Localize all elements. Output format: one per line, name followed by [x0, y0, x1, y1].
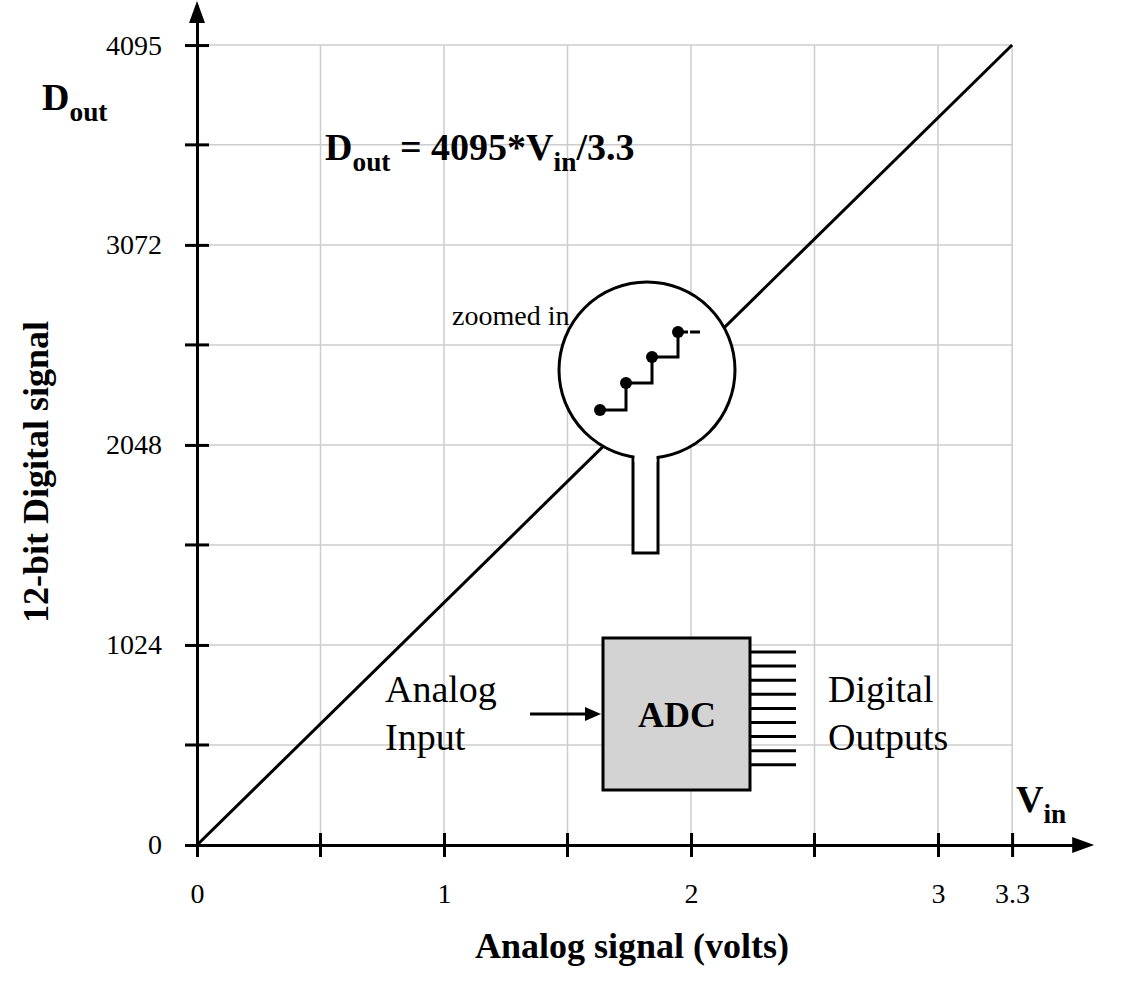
labels: Dout = 4095*Vin/3.3DoutVinAnalog signal …: [16, 76, 1066, 966]
adc-output-pin: [750, 763, 796, 766]
y-tick-label: 1024: [106, 629, 162, 660]
adc-box: [603, 638, 750, 790]
x-axis-line: [198, 844, 1087, 847]
x-tick: 3.3: [995, 833, 1030, 909]
grid-line-y: [197, 44, 1012, 46]
y-tick-mark: [185, 44, 209, 47]
adc-output-pin: [750, 707, 796, 710]
x-tick: 1: [438, 833, 452, 909]
equation-part: in: [554, 147, 577, 177]
annotation: Outputs: [828, 716, 948, 758]
y-tick-mark: [185, 844, 209, 847]
y-tick-mark: [185, 244, 209, 247]
annotation: Analog: [385, 668, 497, 710]
x-tick: 2: [685, 833, 699, 909]
grid-line-y: [197, 244, 1012, 246]
y-symbol-part: D: [42, 76, 69, 118]
x-tick-mark: [690, 833, 693, 857]
y-tick-label: 3072: [106, 229, 162, 260]
x-tick-mark: [1011, 833, 1014, 857]
x-minor-tick: [319, 833, 322, 857]
annotation: ADC: [638, 695, 716, 735]
y-minor-tick: [185, 543, 209, 546]
x-tick-mark: [443, 833, 446, 857]
staircase-dot: [672, 326, 684, 338]
chart: zoomed inADCAnalogInputDigitalOutputs012…: [0, 0, 1133, 992]
y-axis-title: 12-bit Digital signal: [16, 321, 56, 623]
x-tick-label: 3: [932, 878, 946, 909]
x-tick: 3: [932, 833, 946, 909]
x-symbol-part: in: [1043, 799, 1066, 829]
input-arrow-shaft: [530, 713, 588, 716]
staircase-dot: [594, 404, 606, 416]
adc-block: ADC Analog Input Digital Outputs: [385, 638, 948, 790]
input-arrow-head: [585, 707, 601, 721]
y-symbol: Dout: [42, 76, 107, 127]
adc-output-pin: [750, 693, 796, 696]
equation-part: D: [325, 126, 352, 168]
x-minor-tick: [813, 833, 816, 857]
magnifier: zoomed in: [452, 282, 735, 553]
adc-output-pin: [750, 679, 796, 682]
x-axis: 0 1 2 3 3.3: [191, 833, 1087, 909]
transfer-line: [197, 45, 1012, 845]
x-axis-title: Analog signal (volts): [475, 926, 789, 966]
y-tick-label: 0: [148, 829, 162, 860]
staircase-dash: [690, 331, 700, 334]
y-tick-label: 4095: [106, 30, 162, 61]
y-symbol-part: out: [69, 97, 107, 127]
equation-part: /3.3: [575, 126, 634, 168]
x-symbol-part: V: [1016, 778, 1044, 820]
y-tick: 0: [148, 829, 209, 860]
x-tick-mark: [937, 833, 940, 857]
adc-output-pin: [750, 651, 796, 654]
y-tick-label: 2048: [106, 429, 162, 460]
equation: Dout = 4095*Vin/3.3: [325, 126, 634, 177]
grid: [197, 45, 1012, 845]
minor-ticks: [185, 145, 815, 857]
y-minor-tick: [185, 143, 209, 146]
x-axis-arrow: [1072, 837, 1094, 853]
y-minor-tick: [185, 343, 209, 346]
x-tick-label: 1: [438, 878, 452, 909]
y-axis-arrow: [189, 1, 205, 23]
y-axis-line: [196, 6, 199, 846]
x-symbol: Vin: [1016, 778, 1066, 829]
x-tick-label: 3.3: [995, 878, 1030, 909]
x-tick-label: 0: [191, 878, 205, 909]
y-tick: 1024: [106, 629, 209, 660]
annotation: zoomed in: [452, 300, 569, 331]
adc-output-pin: [750, 735, 796, 738]
grid-line-y: [197, 544, 1012, 546]
staircase: [600, 332, 688, 410]
x-tick-label: 2: [685, 878, 699, 909]
staircase-dot: [620, 377, 632, 389]
y-tick: 3072: [106, 229, 209, 260]
equation-part: out: [352, 147, 390, 177]
staircase-dot: [646, 351, 658, 363]
y-minor-tick: [185, 743, 209, 746]
y-tick-mark: [185, 644, 209, 647]
adc-output-pin: [750, 721, 796, 724]
magnifier-joint: [635, 452, 657, 462]
annotation: Digital: [828, 668, 934, 710]
annotation: Input: [385, 716, 466, 758]
y-axis: 0 1024 2048 3072 4095: [106, 6, 209, 861]
adc-output-pin: [750, 749, 796, 752]
adc-output-pin: [750, 665, 796, 668]
equation-part: = 4095*V: [390, 126, 554, 168]
y-tick: 2048: [106, 429, 209, 460]
y-tick: 4095: [106, 30, 209, 61]
x-minor-tick: [566, 833, 569, 857]
magnifier-lens: [559, 282, 735, 458]
y-tick-mark: [185, 444, 209, 447]
plot-area: [197, 45, 1012, 845]
